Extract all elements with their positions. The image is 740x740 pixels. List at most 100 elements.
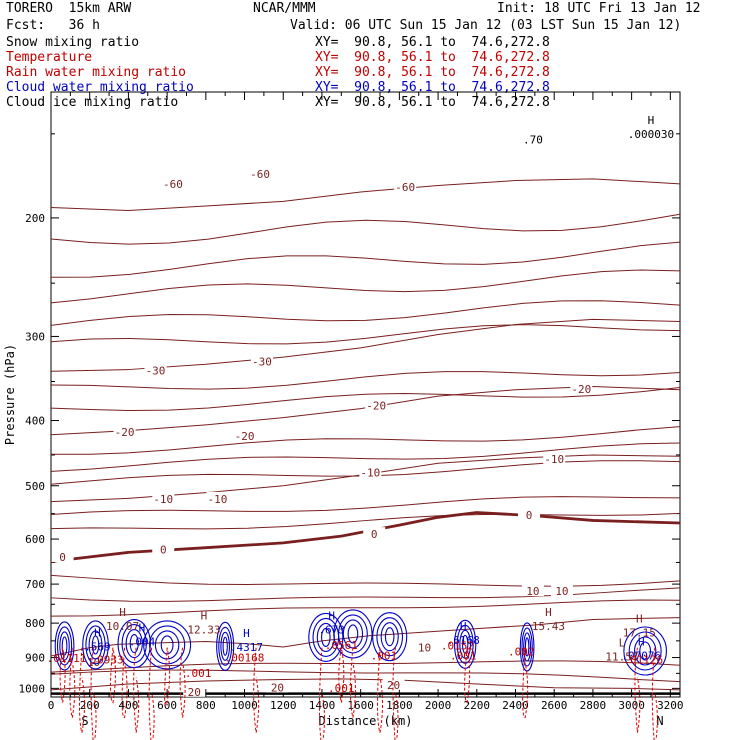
valid-time: Valid: 06 UTC Sun 15 Jan 12 (03 LST Sun … [290, 18, 682, 33]
y-tick-label: 600 [25, 533, 45, 546]
isotherm-label: -10 [208, 493, 228, 506]
rain-contour [349, 647, 356, 718]
isotherm-unlabeled [50, 324, 681, 345]
isotherm-label-bg [359, 465, 382, 478]
extremum-value: .000030 [628, 128, 674, 141]
isotherm-label: 0 [371, 528, 378, 541]
rain-contour [148, 647, 155, 740]
forecast-hour: Fcst: 36 h [6, 18, 100, 33]
y-tick-label: 500 [25, 480, 45, 493]
isotherm-unlabeled [50, 213, 681, 245]
extremum-value: .673 [318, 623, 345, 636]
x-tick-label: 200 [80, 699, 100, 712]
isotherm-label: -60 [163, 178, 183, 191]
isotherm-label: 20 [387, 679, 400, 692]
extremum-mark: H [648, 114, 655, 127]
rain-contour [78, 647, 85, 733]
field-name: Temperature [6, 50, 93, 65]
cloud-water-contour [125, 629, 143, 659]
cloud-water-contour [220, 631, 230, 661]
y-tick-label: 1000 [19, 682, 46, 695]
isotherm-label-bg [183, 684, 206, 697]
x-tick-label: 2600 [541, 699, 568, 712]
isotherm-label-bg [365, 398, 388, 411]
isotherm-unlabeled [50, 269, 681, 304]
y-tick-label: 800 [25, 617, 45, 630]
isotherm-label-bg [113, 424, 136, 437]
isotherm-label: 20 [188, 686, 201, 699]
extremum-mark: H [638, 635, 645, 648]
rain-contour [69, 647, 76, 718]
cloud-water-contour [59, 631, 70, 661]
rain-contour [377, 647, 384, 733]
isotherm-unlabeled [50, 426, 681, 455]
isotherm-unlabeled [50, 241, 681, 278]
isotherm-label-bg [382, 677, 405, 690]
isotherm-label: -20 [115, 426, 135, 439]
isotherm-label: -60 [250, 168, 270, 181]
isotherm-label-bg [543, 451, 566, 464]
plot-frame [50, 91, 681, 698]
extremum-value: .01111 [47, 652, 87, 665]
isotherm-label-bg [266, 680, 289, 693]
cloud-water-contour [623, 626, 668, 676]
isotherm-label-bg [152, 542, 175, 555]
extremum-value: .004 [129, 636, 156, 649]
field-xy-range: XY= 90.8, 56.1 to 74.6,272.8 [315, 65, 550, 80]
rain-contour [651, 647, 658, 740]
isotherm-label-bg [206, 491, 229, 504]
extremum-value: 17.15 [623, 626, 656, 639]
extremum-value: .0152 [441, 639, 474, 652]
isotherm-unlabeled [50, 442, 681, 472]
x-tick-label: 0 [48, 699, 55, 712]
isotherm-label-bg [249, 166, 272, 179]
cloud-water-contour [376, 617, 404, 657]
cloud-water-contour [143, 620, 192, 670]
x-tick-label: 2400 [502, 699, 529, 712]
field-name: Rain water mixing ratio [6, 65, 187, 80]
cloud-water-contour [82, 620, 109, 670]
isotherm-label: -10 [544, 453, 564, 466]
extremum-mark: H [243, 627, 250, 640]
model-title: TORERO 15km ARW [6, 1, 132, 16]
y-tick-label: 400 [25, 415, 45, 428]
cloud-water-contour [91, 635, 100, 655]
extremum-mark: H [94, 626, 101, 639]
cloud-water-contour [54, 621, 75, 671]
isotherm-unlabeled [50, 599, 681, 617]
x-tick-label: 400 [118, 699, 138, 712]
cloud-water-contour [308, 612, 344, 662]
isotherm-label-bg [550, 584, 573, 597]
x-tick-label: 1600 [347, 699, 374, 712]
isotherm-label-bg [161, 176, 184, 189]
isotherm-unlabeled [50, 371, 681, 390]
extremum-mark: H [139, 622, 146, 635]
cloud-water-contour [633, 636, 657, 666]
extremum-mark: L [619, 637, 626, 650]
isotherm-label-bg [233, 429, 256, 442]
cloud-water-contour [218, 626, 233, 666]
x-tick-label: 1400 [309, 699, 336, 712]
isotherm-label: -60 [395, 181, 415, 194]
isotherm-label: -20 [235, 430, 255, 443]
north-label: N [656, 714, 663, 728]
cloud-water-contour [639, 641, 652, 661]
cloud-water-contour [160, 635, 174, 655]
isotherm-label: 0 [59, 551, 66, 564]
isotherm-label: 20 [271, 681, 284, 694]
isotherm-0 [50, 511, 681, 563]
isotherm-unlabeled [50, 669, 681, 683]
rain-contour [338, 647, 345, 703]
extremum-value: .002 [508, 646, 535, 659]
y-tick-label: 200 [25, 212, 45, 225]
x-axis-label: Distance (km) [319, 714, 413, 728]
field-xy-range: XY= 90.8, 56.1 to 74.6,272.8 [315, 95, 550, 110]
x-tick-label: 2000 [425, 699, 452, 712]
x-tick-label: 1800 [386, 699, 413, 712]
isotherm-label-bg [413, 640, 436, 653]
cloud-water-contour [129, 634, 139, 654]
extremum-value: .001 [450, 649, 477, 662]
cloud-water-contour [523, 632, 532, 662]
x-tick-label: 600 [157, 699, 177, 712]
cloud-water-contour [216, 621, 235, 671]
